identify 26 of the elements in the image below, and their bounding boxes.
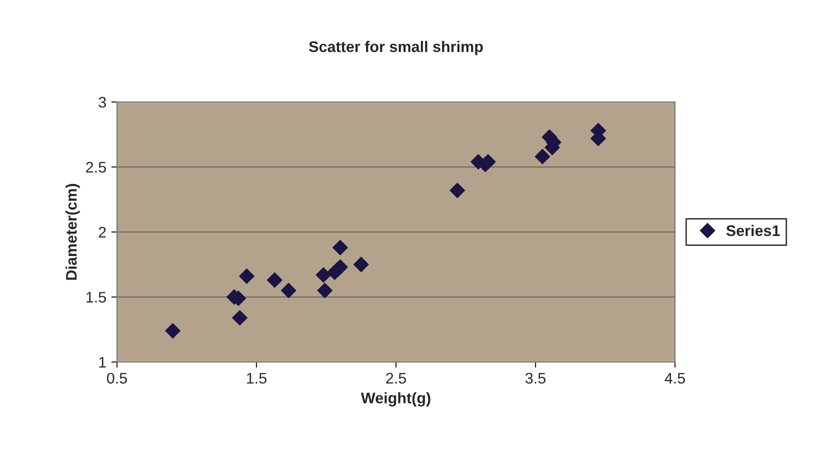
point xyxy=(317,282,333,298)
point xyxy=(534,148,550,164)
y-tick-label: 2 xyxy=(98,226,106,238)
chart-title: Scatter for small shrimp xyxy=(308,40,483,56)
y-tick-label: 3 xyxy=(98,96,106,108)
x-axis-title: Weight(g) xyxy=(360,392,430,407)
point xyxy=(330,262,346,278)
x-tick-label: 1.5 xyxy=(247,372,266,384)
point xyxy=(280,282,296,298)
point xyxy=(450,182,466,198)
point xyxy=(239,268,254,284)
point xyxy=(165,323,180,338)
y-axis-title: Diameter(cm) xyxy=(66,184,80,280)
y-tick-label: 1 xyxy=(99,357,106,368)
point xyxy=(316,267,332,283)
point xyxy=(332,240,348,256)
x-tick-label: 3.5 xyxy=(525,372,546,384)
y-tick-label: 1.5 xyxy=(86,292,106,303)
y-tick-label: 2.5 xyxy=(86,162,106,173)
x-tick-label: 0.5 xyxy=(106,372,127,384)
x-tick-label: 4.5 xyxy=(664,372,685,384)
point xyxy=(266,272,282,288)
point xyxy=(353,256,369,272)
point xyxy=(232,310,248,326)
legend-label: Series1 xyxy=(726,224,780,236)
x-tick-label: 2.5 xyxy=(386,372,406,384)
